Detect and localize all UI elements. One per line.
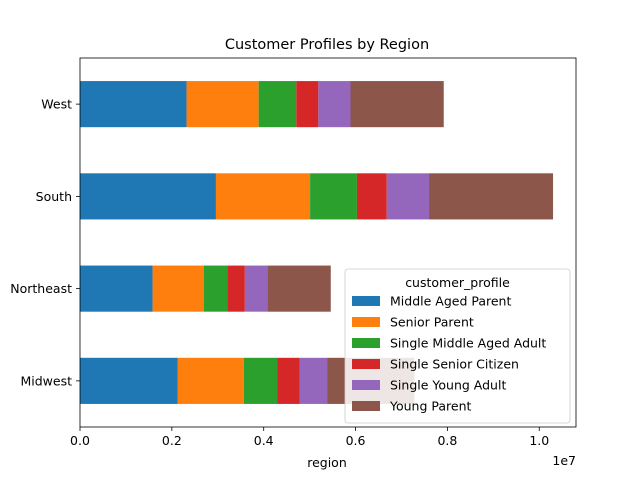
bar-midwest-series-4 <box>299 357 328 404</box>
bar-northeast-series-5 <box>267 265 331 312</box>
bar-south-series-3 <box>356 173 387 220</box>
bar-south-series-2 <box>310 173 357 220</box>
bar-west-series-5 <box>350 81 444 128</box>
legend-title: customer_profile <box>405 275 510 290</box>
legend-entry-5: Young Parent <box>389 399 471 414</box>
bar-south-series-4 <box>386 173 430 220</box>
y-tick-label-northeast: Northeast <box>10 281 72 296</box>
bar-northeast-series-1 <box>152 265 204 312</box>
legend-entry-3: Single Senior Citizen <box>390 357 519 372</box>
x-tick-label: 0.8 <box>437 433 457 448</box>
x-tick-label: 0.0 <box>70 433 90 448</box>
legend-swatch-3 <box>352 359 380 369</box>
y-axis: Midwest Northeast South West <box>10 97 80 388</box>
bars-group <box>80 81 554 404</box>
x-tick-label: 0.2 <box>162 433 182 448</box>
bar-south-series-5 <box>429 173 554 220</box>
x-tick-label: 0.6 <box>346 433 366 448</box>
legend-entry-2: Single Middle Aged Adult <box>390 336 546 351</box>
legend-swatch-0 <box>352 296 380 306</box>
legend: customer_profile Middle Aged Parent Senior… <box>344 268 571 424</box>
bar-northeast-series-2 <box>204 265 228 312</box>
y-tick-label-midwest: Midwest <box>20 373 72 388</box>
legend-entry-0: Middle Aged Parent <box>390 294 511 309</box>
legend-swatch-1 <box>352 317 380 327</box>
bar-midwest-series-0 <box>80 357 178 404</box>
bar-west-series-4 <box>318 81 351 128</box>
bar-midwest-series-2 <box>243 357 278 404</box>
legend-entry-1: Senior Parent <box>390 315 474 330</box>
legend-entry-4: Single Young Adult <box>390 378 506 393</box>
bar-west-series-1 <box>186 81 259 128</box>
bar-south-series-1 <box>215 173 311 220</box>
x-tick-label: 0.4 <box>254 433 274 448</box>
legend-box <box>344 268 571 424</box>
y-tick-label-west: West <box>41 97 72 112</box>
x-axis-label: region <box>307 455 347 470</box>
x-axis: 0.0 0.2 0.4 0.6 0.8 1.0 <box>70 427 549 448</box>
bar-midwest-series-1 <box>177 357 244 404</box>
bar-midwest-series-3 <box>277 357 300 404</box>
legend-swatch-4 <box>352 380 380 390</box>
legend-swatch-2 <box>352 338 380 348</box>
legend-swatch-5 <box>352 401 380 411</box>
x-axis-scale-label: 1e7 <box>552 453 576 468</box>
bar-west-series-3 <box>296 81 319 128</box>
bar-west-series-0 <box>80 81 187 128</box>
bar-northeast-series-0 <box>80 265 153 312</box>
bar-west-series-2 <box>258 81 297 128</box>
plot-frame <box>79 57 577 428</box>
bar-northeast-series-3 <box>227 265 245 312</box>
bar-northeast-series-4 <box>244 265 268 312</box>
chart-title: Customer Profiles by Region <box>225 37 429 53</box>
x-tick-label: 1.0 <box>529 433 549 448</box>
bar-south-series-0 <box>80 173 216 220</box>
y-tick-label-south: South <box>36 189 72 204</box>
